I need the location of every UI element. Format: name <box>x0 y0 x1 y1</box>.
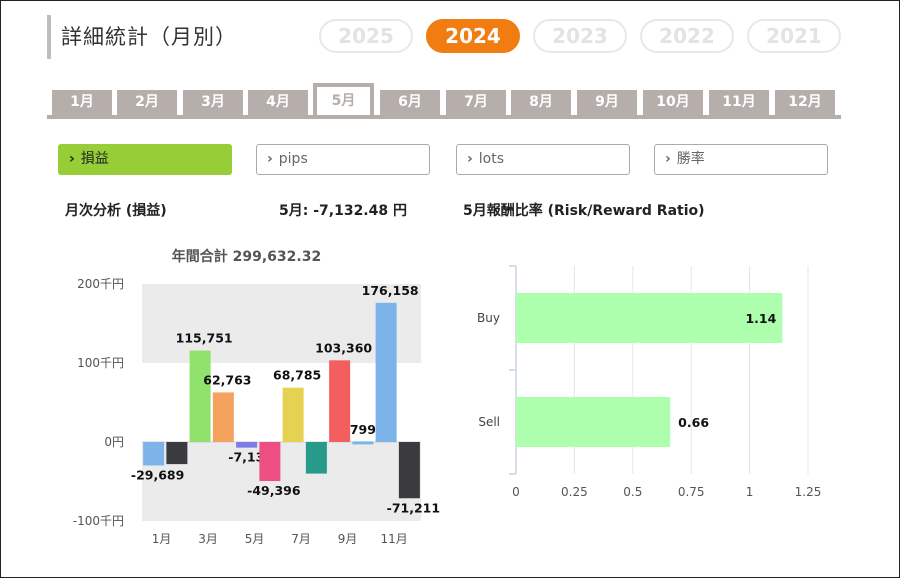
bar-month-7 <box>282 387 304 442</box>
chevron-right-icon: › <box>267 151 273 167</box>
metric-label: pips <box>278 151 308 167</box>
tabs-baseline <box>47 115 841 119</box>
plot-band-lower <box>142 442 421 521</box>
tab-month-11[interactable]: 11月 <box>709 90 769 115</box>
metric-label: 損益 <box>80 151 109 167</box>
bar-month-3 <box>189 350 211 442</box>
bar-month-6 <box>259 442 281 482</box>
tab-month-2[interactable]: 2月 <box>117 90 177 115</box>
tab-month-1[interactable]: 1月 <box>52 90 112 115</box>
x-tick-label: 0.5 <box>623 485 642 499</box>
bar-month-11 <box>375 302 397 442</box>
x-tick-label: 0 <box>512 485 520 499</box>
page-title: 詳細統計（月別） <box>61 25 237 49</box>
bar-month-2 <box>166 442 188 465</box>
bar-month-12 <box>398 442 420 499</box>
annual-total-title: 年間合計 299,632.32 <box>172 248 321 265</box>
x-tick-label: 5月 <box>245 532 265 546</box>
bar-sell <box>516 397 671 447</box>
bar-data-label: 103,360 <box>315 340 372 355</box>
category-label-buy: Buy <box>477 311 500 325</box>
tab-month-5[interactable]: 5月 <box>313 83 374 119</box>
y-tick-label: 0円 <box>104 435 124 449</box>
metric-lots-button[interactable]: › lots <box>456 144 630 175</box>
tab-month-12[interactable]: 12月 <box>775 90 835 115</box>
metric-profit-button[interactable]: › 損益 <box>58 144 232 175</box>
tab-month-10[interactable]: 10月 <box>643 90 703 115</box>
risk-reward-chart: 0 0.25 0.5 0.75 1 1.25 Buy 1.14 Sell 0.66 <box>477 265 821 499</box>
plot-band-upper <box>142 284 421 363</box>
metric-label: 勝率 <box>676 151 705 167</box>
x-tick-label: 9月 <box>338 532 358 546</box>
bar-month-1 <box>143 442 165 466</box>
y-tick-label: 100千円 <box>77 356 124 370</box>
bar-data-label: -49,396 <box>247 483 301 498</box>
bar-data-label: 1.14 <box>745 311 776 326</box>
bar-data-label: 62,763 <box>203 372 251 387</box>
bar-data-label: 115,751 <box>176 331 233 346</box>
bar-month-5 <box>236 442 258 448</box>
year-2022-button[interactable]: 2022 <box>640 19 734 53</box>
y-tick-label: -100千円 <box>73 514 124 528</box>
bar-month-10 <box>352 441 374 445</box>
year-2023-button[interactable]: 2023 <box>533 19 627 53</box>
tab-month-8[interactable]: 8月 <box>511 90 571 115</box>
monthly-analysis-label: 月次分析 (損益) <box>65 203 167 219</box>
x-tick-label: 11月 <box>380 532 407 546</box>
x-tick-label: 1月 <box>152 532 172 546</box>
category-label-sell: Sell <box>478 415 500 429</box>
x-tick-label: 1 <box>746 485 754 499</box>
year-2025-button[interactable]: 2025 <box>319 19 413 53</box>
metric-label: lots <box>478 151 505 167</box>
y-tick-label: 200千円 <box>77 277 124 291</box>
bar-month-9 <box>329 360 351 442</box>
tab-month-4[interactable]: 4月 <box>248 90 308 115</box>
bar-data-label: 68,785 <box>273 368 321 383</box>
year-2021-button[interactable]: 2021 <box>747 19 841 53</box>
bar-data-label: -29,689 <box>131 467 184 482</box>
chevron-right-icon: › <box>69 151 75 167</box>
title-accent-bar <box>47 15 51 59</box>
tab-month-3[interactable]: 3月 <box>183 90 243 115</box>
month-result-label: 5月: -7,132.48 円 <box>279 203 407 219</box>
metric-pips-button[interactable]: › pips <box>256 144 430 175</box>
ratio-title: 5月報酬比率 (Risk/Reward Ratio) <box>463 203 705 219</box>
x-tick-label: 7月 <box>291 532 311 546</box>
year-2024-button[interactable]: 2024 <box>426 19 520 53</box>
bar-data-label: -71,211 <box>387 500 440 515</box>
x-tick-label: 3月 <box>198 532 218 546</box>
tab-month-7[interactable]: 7月 <box>446 90 506 115</box>
metric-winrate-button[interactable]: › 勝率 <box>654 144 828 175</box>
bar-month-8 <box>305 442 327 474</box>
monthly-profit-chart: 年間合計 299,632.32 200千円 100千円 0円 -100千円 -29,689… <box>73 248 440 546</box>
bar-data-label: 799 <box>350 422 376 437</box>
bar-buy <box>516 293 783 343</box>
bar-data-label: 0.66 <box>678 415 709 430</box>
x-tick-label: 0.25 <box>561 485 588 499</box>
tab-month-6[interactable]: 6月 <box>380 90 440 115</box>
tab-month-9[interactable]: 9月 <box>577 90 637 115</box>
x-tick-label: 0.75 <box>678 485 705 499</box>
chevron-right-icon: › <box>665 151 671 167</box>
x-tick-label: 1.25 <box>795 485 821 499</box>
bar-data-label: 176,158 <box>362 283 419 298</box>
bar-month-4 <box>212 392 234 442</box>
chevron-right-icon: › <box>467 151 473 167</box>
